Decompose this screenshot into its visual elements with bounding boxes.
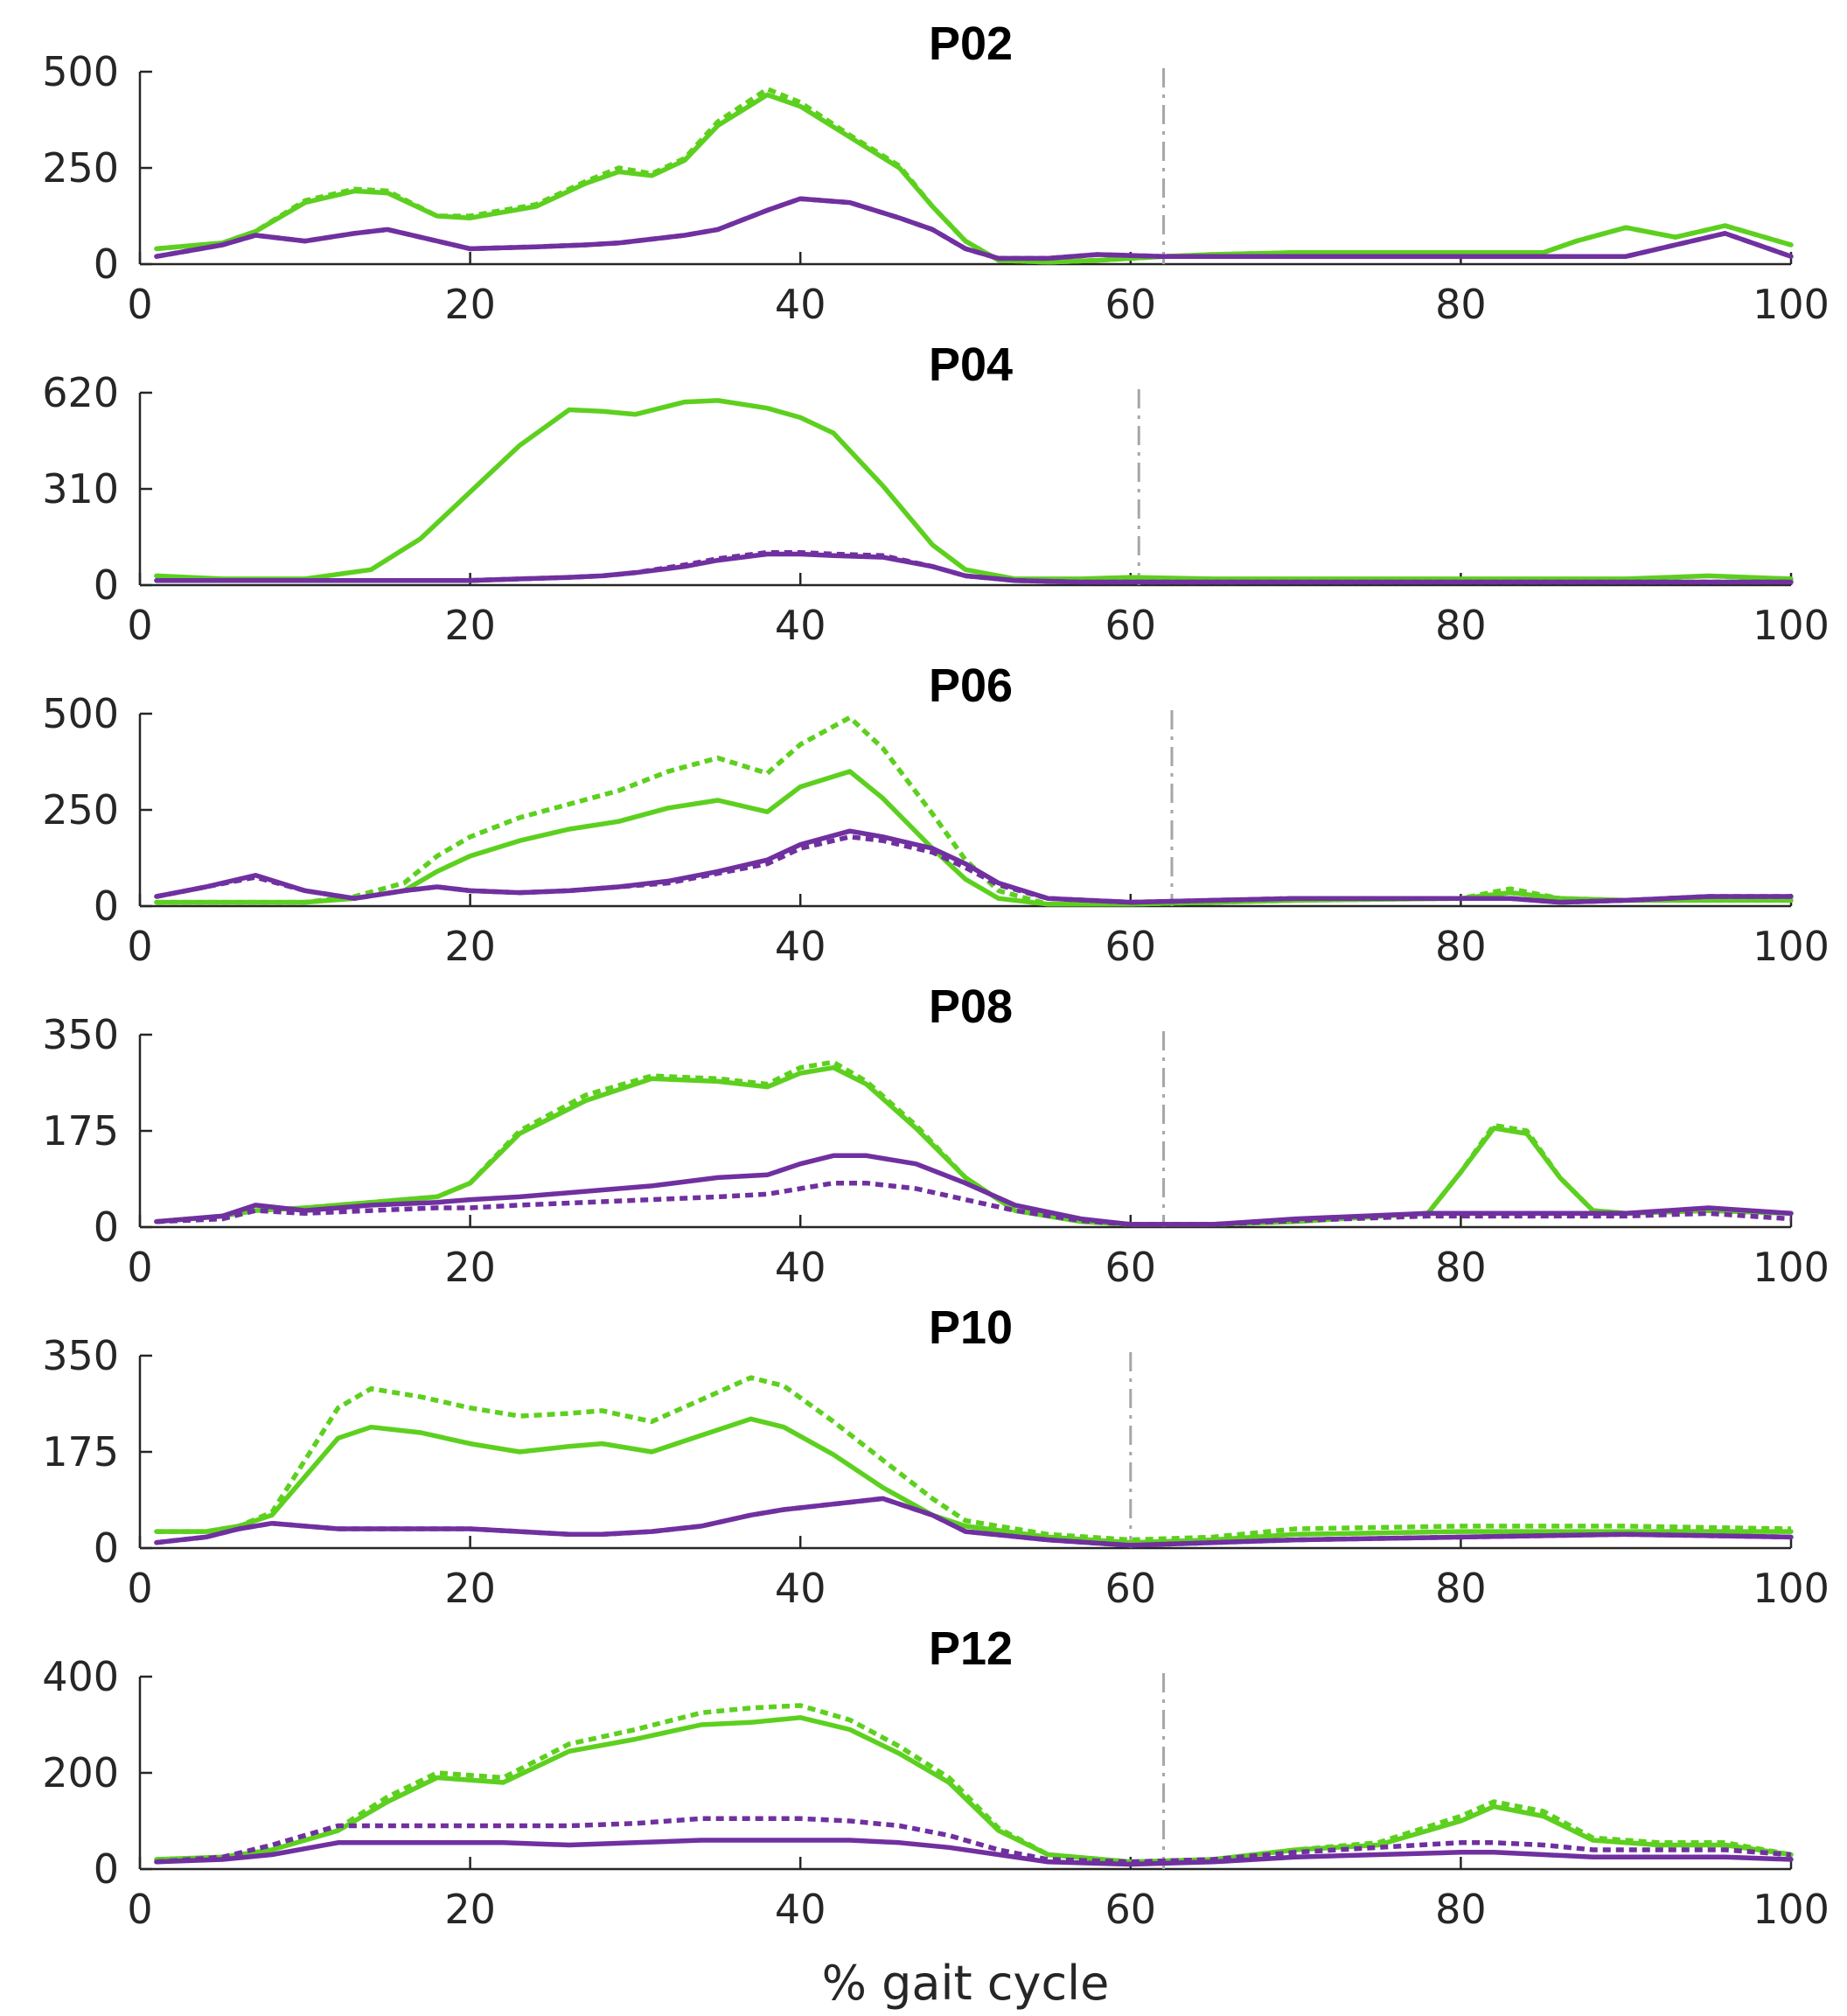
x-axis-label: % gait cycle [822, 1956, 1110, 2011]
series-line-purple-solid [154, 1153, 1794, 1227]
x-tick-label: 20 [444, 1244, 496, 1291]
x-tick-label: 60 [1105, 1886, 1157, 1933]
x-tick-label: 100 [1753, 1565, 1830, 1612]
y-tick-label: 0 [94, 241, 119, 288]
y-tick-label: 620 [42, 369, 119, 416]
x-tick-label: 0 [127, 602, 152, 649]
series-line-purple-dashed [156, 1816, 1792, 1865]
x-tick-label: 0 [127, 1565, 152, 1612]
series-line-purple-solid [154, 1838, 1794, 1867]
panel-title: P10 [929, 1301, 1013, 1354]
series-line-purple-dashed [156, 1496, 1792, 1548]
x-tick-label: 80 [1435, 602, 1487, 649]
panel-p06: P06 0 250 500 0 20 40 60 80 100 [42, 659, 1830, 970]
x-tick-label: 20 [444, 602, 496, 649]
series-line-purple-solid [154, 828, 1794, 905]
series-line-green-solid [154, 398, 1794, 582]
y-tick-label: 200 [42, 1749, 119, 1796]
panel-p12: P12 0 200 400 0 20 40 60 80 100 [42, 1622, 1830, 1933]
x-tick-label: 80 [1435, 1886, 1487, 1933]
x-tick-label: 40 [775, 602, 826, 649]
y-tick-label: 500 [42, 48, 119, 95]
x-tick-label: 80 [1435, 281, 1487, 328]
x-tick-label: 20 [444, 1886, 496, 1933]
panel-p10: P10 0 175 350 0 20 40 60 80 100 [42, 1301, 1830, 1612]
y-tick-label: 0 [94, 1845, 119, 1893]
x-tick-label: 40 [775, 1886, 826, 1933]
x-tick-label: 100 [1753, 1886, 1830, 1933]
series-line-green-solid [154, 1416, 1794, 1545]
x-tick-label: 0 [127, 923, 152, 970]
y-tick-label: 175 [42, 1428, 119, 1475]
x-tick-label: 60 [1105, 602, 1157, 649]
x-tick-label: 0 [127, 1244, 152, 1291]
x-tick-label: 60 [1105, 1565, 1157, 1612]
panel-title: P04 [929, 338, 1013, 391]
y-tick-label: 0 [94, 1203, 119, 1251]
panel-p08: P08 0 175 350 0 20 40 60 80 100 [42, 980, 1830, 1291]
y-tick-label: 250 [42, 786, 119, 834]
panel-title: P12 [929, 1622, 1013, 1675]
series-line-purple-dashed [156, 1180, 1792, 1227]
y-tick-label: 310 [42, 465, 119, 513]
x-tick-label: 100 [1753, 602, 1830, 649]
x-tick-label: 60 [1105, 1244, 1157, 1291]
x-tick-label: 80 [1435, 1565, 1487, 1612]
y-tick-label: 0 [94, 882, 119, 930]
series-line-green-dashed [156, 1703, 1792, 1865]
x-tick-label: 80 [1435, 1244, 1487, 1291]
series-line-green-solid [154, 92, 1794, 265]
panel-p02: P02 0 250 500 0 20 40 60 80 100 [42, 17, 1830, 328]
panel-title: P08 [929, 980, 1013, 1033]
y-tick-label: 350 [42, 1011, 119, 1058]
x-tick-label: 60 [1105, 281, 1157, 328]
y-tick-label: 350 [42, 1332, 119, 1379]
x-tick-label: 40 [775, 1565, 826, 1612]
panel-title: P02 [929, 17, 1013, 70]
series-line-green-dashed [156, 1059, 1792, 1227]
y-tick-label: 400 [42, 1653, 119, 1700]
x-tick-label: 40 [775, 1244, 826, 1291]
series-line-green-dashed [156, 715, 1791, 907]
x-tick-label: 40 [775, 923, 826, 970]
x-tick-label: 60 [1105, 923, 1157, 970]
x-tick-label: 0 [127, 281, 152, 328]
series-line-purple-solid [154, 1496, 1794, 1548]
series-line-green-solid [154, 769, 1794, 907]
y-tick-label: 0 [94, 562, 119, 609]
x-tick-label: 100 [1753, 281, 1830, 328]
series-line-purple-dashed [156, 196, 1792, 262]
x-tick-label: 100 [1753, 923, 1830, 970]
series-line-purple-dashed [156, 549, 1791, 585]
x-tick-label: 20 [444, 281, 496, 328]
x-tick-label: 80 [1435, 923, 1487, 970]
x-tick-label: 20 [444, 1565, 496, 1612]
panel-title: P06 [929, 659, 1013, 712]
y-tick-label: 250 [42, 144, 119, 192]
series-line-green-solid [154, 1064, 1794, 1227]
x-tick-label: 40 [775, 281, 826, 328]
x-tick-label: 100 [1753, 1244, 1830, 1291]
series-line-green-dashed [156, 87, 1792, 265]
panel-p04: P04 0 310 620 0 20 40 60 80 100 [42, 338, 1830, 649]
x-tick-label: 20 [444, 923, 496, 970]
y-tick-label: 175 [42, 1107, 119, 1154]
series-line-green-solid [154, 1715, 1794, 1865]
series-line-green-dashed [156, 1375, 1792, 1543]
y-tick-label: 500 [42, 690, 119, 737]
x-tick-label: 0 [127, 1886, 152, 1933]
y-tick-label: 0 [94, 1524, 119, 1572]
